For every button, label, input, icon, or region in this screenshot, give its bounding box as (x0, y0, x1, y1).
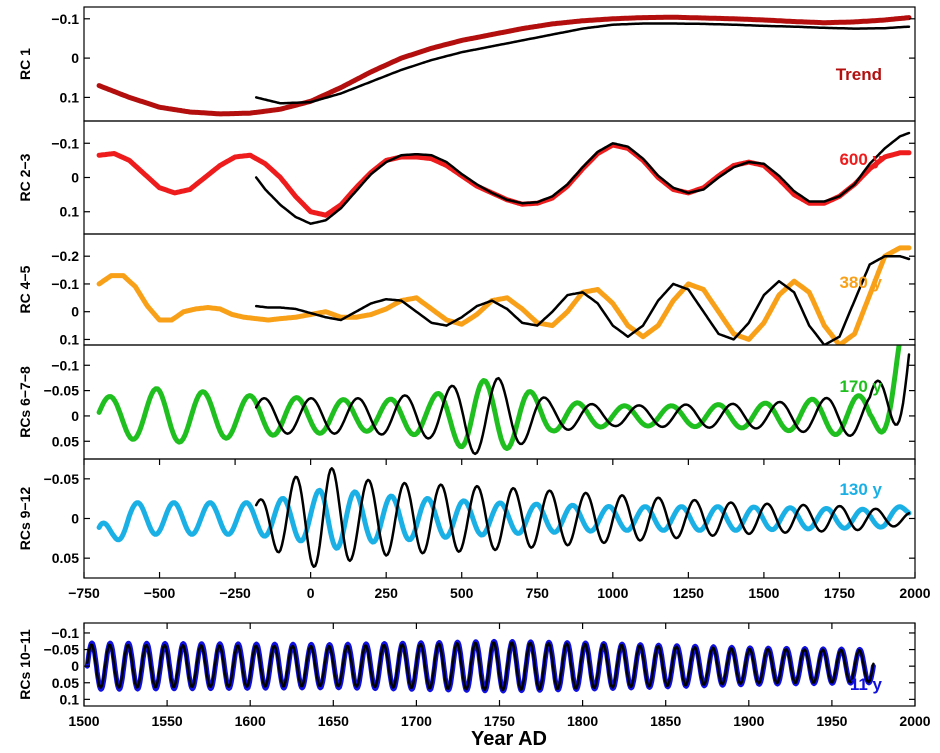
y-tick-label: −0.2 (51, 248, 79, 264)
x-tick-label: 2000 (899, 585, 930, 601)
series-group (84, 638, 876, 694)
period-annotation: 170 y (839, 377, 882, 396)
series-line-rc912-1 (254, 467, 911, 568)
y-tick-label: 0 (71, 658, 79, 674)
y-tick-label: 0.05 (52, 675, 79, 691)
y-tick-label: −0.1 (51, 276, 79, 292)
series-group (96, 467, 912, 568)
x-tick-label: 1800 (567, 713, 598, 729)
y-tick-label: −0.1 (51, 357, 79, 373)
panel-rc45: −0.2 −0.1 0 0.1 RC 4−5 380 y (17, 233, 916, 347)
x-tick-label: 1250 (673, 585, 704, 601)
x-tick-label: 1650 (318, 713, 349, 729)
x-tick-label: 1900 (733, 713, 764, 729)
series-line-rc45-1 (254, 254, 911, 345)
panel-rc1: −0.1 0 0.1 RC 1 Trend (17, 6, 916, 122)
series-group (96, 131, 912, 225)
series-line-rc23-1 (254, 131, 911, 225)
series-line-rc1-1 (254, 22, 911, 105)
series-group (96, 14, 912, 117)
x-tick-label: 1750 (824, 585, 855, 601)
y-axis-label: RC 1 (17, 48, 33, 80)
series-line-rc1011-1 (86, 641, 875, 692)
x-tick-label: 1600 (235, 713, 266, 729)
x-tick-label: −250 (219, 585, 251, 601)
series-line-rc1-0 (96, 14, 912, 117)
y-tick-label: 0 (71, 50, 79, 66)
y-tick-label: −0.1 (51, 625, 79, 641)
plot-frame (83, 458, 916, 579)
panel-rc912: −0.05 0 0.05 −750 −500 −250 0 250 500 750 1000 1250… (17, 458, 931, 601)
plot-frame (83, 6, 916, 122)
x-tick-label: 1750 (484, 713, 515, 729)
y-tick-label: 0.05 (52, 433, 79, 449)
x-tick-label: 1500 (68, 713, 99, 729)
x-tick-label: 0 (307, 585, 315, 601)
y-axis-label: RCs 9−12 (17, 487, 33, 551)
y-tick-label: 0 (71, 511, 79, 527)
y-tick-label: 0 (71, 408, 79, 424)
series-line-rc678-1 (254, 353, 911, 456)
x-tick-label: 1000 (597, 585, 628, 601)
y-tick-label: 0.1 (60, 331, 80, 347)
x-tick-label: −750 (68, 585, 100, 601)
y-tick-label: 0.1 (60, 89, 80, 105)
x-tick-label: 1550 (152, 713, 183, 729)
period-annotation: 600 y (839, 150, 882, 169)
series-line-rc678-0 (96, 345, 902, 451)
y-axis-label: RCs 6−7−8 (17, 366, 33, 438)
x-tick-label: 250 (375, 585, 399, 601)
x-tick-label: −500 (144, 585, 176, 601)
panel-rc678: −0.1 −0.05 0 0.05 RCs 6−7−8 170 y (17, 344, 916, 460)
x-tick-label: 1950 (816, 713, 847, 729)
x-tick-label: 1500 (748, 585, 779, 601)
period-annotation: 130 y (839, 480, 882, 499)
x-tick-label: 750 (526, 585, 550, 601)
y-tick-label: −0.05 (44, 642, 80, 658)
series-line-rc23-0 (96, 142, 912, 218)
x-axis-label: Year AD (471, 728, 547, 750)
period-annotation: 380 y (839, 273, 882, 292)
y-tick-label: 0.1 (60, 691, 80, 707)
period-annotation: Trend (836, 65, 882, 84)
y-tick-label: 0 (71, 304, 79, 320)
series-group (96, 245, 912, 345)
y-tick-label: −0.1 (51, 135, 79, 151)
y-tick-label: 0.05 (52, 550, 79, 566)
y-tick-label: 0.1 (60, 204, 80, 220)
y-tick-label: 0 (71, 170, 79, 186)
y-tick-label: −0.05 (44, 471, 80, 487)
y-tick-label: −0.1 (51, 11, 79, 27)
y-axis-label: RC 4−5 (17, 265, 33, 313)
x-tick-label: 2000 (899, 713, 930, 729)
series-line-rc45-0 (96, 245, 912, 345)
y-axis-label: RCs 10−11 (17, 629, 33, 700)
x-tick-label: 500 (450, 585, 474, 601)
period-annotation: 11 y (850, 675, 883, 694)
y-axis-label: RC 2−3 (17, 153, 33, 201)
series-group (96, 345, 911, 456)
y-tick-label: −0.05 (44, 383, 80, 399)
panel-rc23: −0.1 0 0.1 RC 2−3 600 y (17, 120, 916, 235)
x-tick-label: 1850 (650, 713, 681, 729)
series-line-rc912-0 (96, 487, 912, 551)
x-tick-label: 1700 (401, 713, 432, 729)
